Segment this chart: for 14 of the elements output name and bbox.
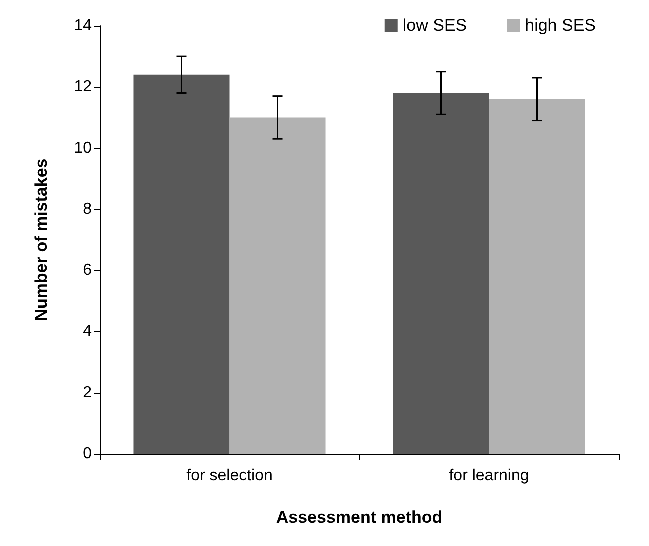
y-tick-label: 8 [83,200,92,218]
legend-label: low SES [402,16,468,35]
x-axis-title: Assessment method [276,508,443,527]
y-tick-label: 10 [74,140,92,157]
y-tick-label: 2 [83,384,92,402]
x-tick-label: for selection [186,468,273,484]
y-tick-label: 0 [83,446,92,462]
y-tick-label: 14 [74,18,92,34]
x-tick-label: for learning [449,468,530,484]
y-tick-label: 6 [83,262,92,280]
y-axis-title: Number of mistakes [32,158,51,322]
y-tick-label: 12 [74,78,92,96]
legend-label: high SES [525,16,596,35]
y-tick-label: 4 [83,323,92,340]
